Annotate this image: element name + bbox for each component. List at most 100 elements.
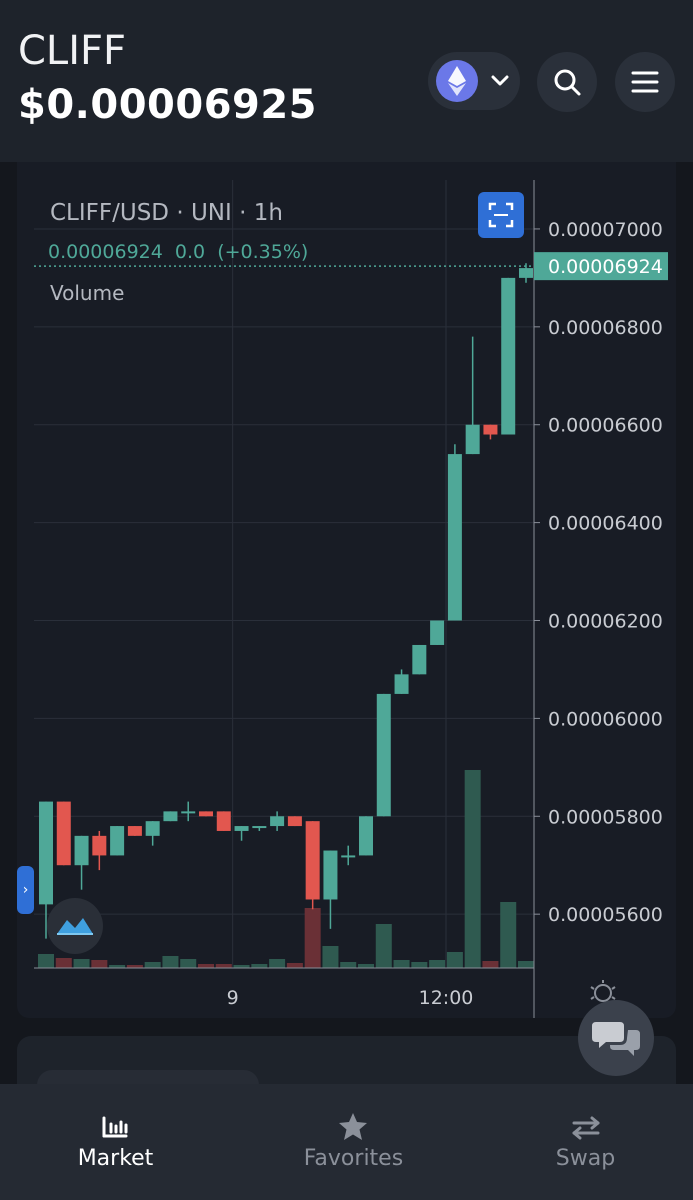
- volume-bar: [198, 964, 214, 968]
- candle-body: [412, 644, 427, 675]
- volume-bar: [375, 924, 392, 968]
- chart-symbol-label: CLIFF/USD · UNI · 1h: [50, 200, 283, 226]
- volume-label: Volume: [50, 281, 124, 305]
- time-axis-labels: 9 12:00: [227, 987, 474, 1009]
- volume-bar: [162, 956, 179, 968]
- volume-bar: [411, 962, 428, 968]
- candle-body: [359, 816, 373, 856]
- swap-arrows-icon: [470, 1112, 693, 1142]
- hamburger-menu-icon: [631, 71, 659, 93]
- volume-bars: [38, 770, 534, 968]
- price-tick-label: 0.00005800: [548, 806, 663, 828]
- volume-bar: [269, 959, 286, 968]
- nav-market[interactable]: Market: [0, 1084, 231, 1200]
- ohlc-readout: 0.00006924 0.0 (+0.35%): [48, 241, 308, 263]
- current-price-tag-label: 0.00006924: [548, 256, 663, 278]
- candle-body: [323, 850, 338, 900]
- tradingview-logo-button[interactable]: [47, 898, 103, 954]
- price-axis-labels: 0.00007000 0.00006800 0.00006600 0.00006400…: [534, 219, 663, 926]
- volume-bar: [500, 902, 517, 968]
- nav-favorites-label: Favorites: [303, 1146, 404, 1171]
- candle-body: [163, 811, 178, 822]
- price-chart[interactable]: 0.00007000 0.00006800 0.00006600 0.00006400…: [0, 0, 693, 1040]
- header: CLIFF $0.00006925: [0, 0, 693, 162]
- volume-bar: [340, 962, 357, 968]
- candle-body: [501, 277, 516, 435]
- network-selector[interactable]: [428, 52, 520, 110]
- volume-bar: [322, 946, 339, 968]
- volume-bar: [55, 958, 72, 968]
- time-tick-label: 12:00: [419, 987, 474, 1009]
- nav-favorites[interactable]: Favorites: [238, 1084, 469, 1200]
- chevron-down-icon: [488, 69, 512, 97]
- candle-body: [181, 811, 196, 814]
- candle-body: [199, 811, 213, 817]
- token-price: $0.00006925: [18, 82, 318, 128]
- candle-body: [465, 424, 480, 455]
- chart-side-toggle[interactable]: ›: [17, 866, 34, 914]
- volume-bar: [251, 964, 268, 968]
- candle-body: [252, 826, 267, 829]
- volume-bar: [109, 965, 126, 968]
- volume-bar: [73, 959, 90, 968]
- nav-swap[interactable]: Swap: [470, 1084, 693, 1200]
- volume-bar: [215, 964, 232, 968]
- bar-chart-icon: [0, 1112, 231, 1142]
- price-tick-label: 0.00006400: [548, 513, 663, 535]
- settings-sun-icon: [590, 980, 616, 1002]
- candle-body: [110, 826, 125, 856]
- candle-body: [234, 826, 249, 831]
- volume-bar: [38, 954, 54, 968]
- volume-bar: [464, 770, 481, 968]
- volume-bar: [144, 962, 161, 968]
- price-tick-label: 0.00006000: [548, 708, 663, 730]
- candle-body: [216, 811, 231, 831]
- chart-panel[interactable]: [17, 162, 676, 1018]
- candle-body: [483, 424, 498, 435]
- candle-body: [74, 835, 89, 866]
- chat-button[interactable]: [578, 1000, 654, 1076]
- volume-bar: [358, 964, 374, 968]
- candle-body: [127, 826, 142, 836]
- ethereum-icon: [436, 60, 478, 102]
- menu-button[interactable]: [615, 52, 675, 112]
- candle-body: [287, 816, 302, 827]
- candle-body: [305, 821, 320, 900]
- candle-body: [376, 693, 391, 817]
- search-icon: [554, 69, 581, 96]
- candle-body: [519, 268, 533, 278]
- nav-market-label: Market: [77, 1146, 154, 1171]
- bottom-navigation: Market Favorites Swap: [0, 1084, 693, 1200]
- volume-bar: [446, 952, 463, 968]
- candle-body: [56, 801, 71, 866]
- candlesticks: [39, 263, 533, 939]
- volume-bar: [304, 908, 321, 968]
- volume-bar: [91, 960, 108, 968]
- chat-bubbles-icon: [592, 1022, 640, 1056]
- candle-body: [270, 816, 285, 827]
- candle-body: [92, 835, 107, 856]
- volume-bar: [518, 961, 534, 968]
- price-tick-label: 0.00006600: [548, 415, 663, 437]
- time-tick-label: 9: [227, 987, 239, 1009]
- price-tick-label: 0.00007000: [548, 219, 663, 241]
- price-tick-label: 0.00005600: [548, 904, 663, 926]
- volume-bar: [482, 961, 499, 968]
- candle-body: [341, 855, 356, 858]
- nav-swap-label: Swap: [555, 1146, 616, 1171]
- volume-bar: [429, 960, 446, 968]
- volume-bar: [180, 959, 197, 968]
- candle-body: [145, 821, 160, 836]
- current-price-tag: [534, 252, 668, 281]
- candle-body: [447, 454, 462, 621]
- fullscreen-icon: [488, 202, 514, 228]
- volume-bar: [286, 963, 303, 968]
- volume-bar: [233, 965, 250, 968]
- volume-bar: [393, 960, 410, 968]
- search-button[interactable]: [537, 52, 597, 112]
- mountain-logo-icon: [57, 918, 93, 935]
- price-tick-label: 0.00006800: [548, 317, 663, 339]
- fullscreen-button[interactable]: [478, 192, 524, 238]
- candle-body: [394, 674, 409, 694]
- price-tick-label: 0.00006200: [548, 610, 663, 632]
